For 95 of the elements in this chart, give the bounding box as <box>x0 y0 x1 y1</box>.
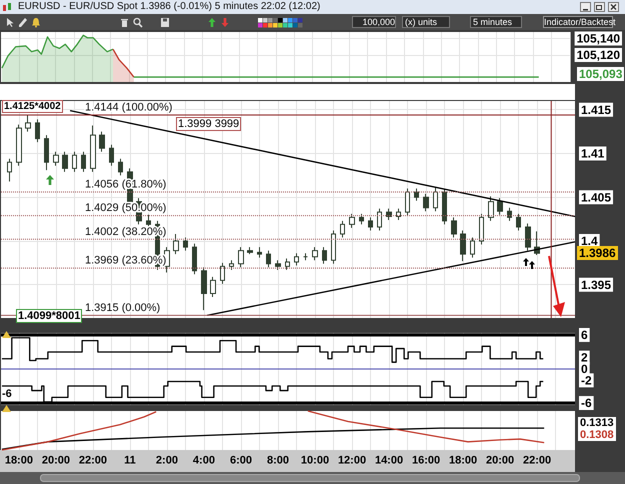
candlestick <box>183 237 188 252</box>
candlestick <box>146 214 151 228</box>
candlestick <box>488 196 494 222</box>
candlestick <box>247 246 253 255</box>
y-tick-label: 2 <box>581 350 588 365</box>
x-tick-label: 11 <box>124 454 136 466</box>
ref-line-label: 1.3915 (0.00%) <box>85 302 160 314</box>
x-tick-label: 2:00 <box>156 454 178 466</box>
text: 105,093 <box>577 67 624 81</box>
x-tick-label: 14:00 <box>374 454 404 466</box>
candlestick <box>220 262 225 284</box>
candlestick <box>303 252 308 261</box>
candlestick <box>44 134 49 171</box>
y-tick-label: -6 <box>581 396 592 410</box>
candlestick <box>322 246 327 264</box>
candlestick <box>525 223 531 252</box>
y-tick-label: 105,140 <box>576 32 620 46</box>
text: 0.1313 <box>578 417 616 429</box>
candlestick <box>451 216 457 238</box>
annotation: 1.3986 <box>577 246 618 260</box>
candlestick <box>201 266 207 311</box>
candlestick <box>35 118 40 143</box>
candlestick <box>53 151 59 166</box>
x-tick-label: 12:00 <box>338 454 366 466</box>
candlestick <box>349 213 355 228</box>
candlestick <box>312 246 318 261</box>
text: 0.1308 <box>578 429 616 441</box>
x-tick-label: 22:00 <box>78 454 107 466</box>
candlestick <box>340 220 345 238</box>
annotation: 1.4099*8001 <box>16 309 82 323</box>
candlestick <box>25 114 31 132</box>
candlestick <box>90 125 96 172</box>
candlestick <box>99 131 105 152</box>
candlestick <box>359 213 364 225</box>
candlestick <box>257 246 262 258</box>
x-tick-label: 22:00 <box>522 454 552 466</box>
text: (x) units <box>402 16 450 28</box>
candlestick <box>497 198 503 216</box>
candlestick <box>414 188 419 202</box>
candlestick <box>507 207 512 222</box>
y-tick-label: 0 <box>581 362 588 376</box>
y-tick-label: 1.415 <box>581 102 612 117</box>
candlestick <box>118 158 123 176</box>
y-tick-label: 1.395 <box>581 278 612 292</box>
text: 100,000 <box>352 16 396 28</box>
y-tick-label: 1.405 <box>581 190 612 204</box>
candlestick <box>470 237 475 258</box>
y-tick-label: 1.4 <box>581 234 598 248</box>
candlestick <box>479 213 484 245</box>
y-tick-label: 1.41 <box>581 146 605 160</box>
candlestick <box>266 250 271 268</box>
x-tick-label: 4:00 <box>192 454 215 466</box>
candlestick <box>229 260 234 270</box>
text: Indicator/Backtest <box>543 16 616 28</box>
candlestick <box>238 246 244 268</box>
candlestick <box>294 252 299 266</box>
candlestick <box>173 234 179 255</box>
text: 5 minutes <box>470 16 522 28</box>
y-tick-label: 105,120 <box>576 48 620 62</box>
candlestick <box>72 151 77 172</box>
x-tick-label: 20:00 <box>42 454 70 466</box>
chart-title: EURUSD - EUR/USD Spot 1.3986 (-0.01%) 5 minutes 22:02 (12:02) <box>18 1 320 12</box>
x-tick-label: 16:00 <box>412 454 440 466</box>
candlestick <box>368 216 373 231</box>
candlestick <box>275 260 281 270</box>
candlestick <box>460 230 466 262</box>
candlestick <box>7 158 12 182</box>
x-tick-label: 18:00 <box>4 454 33 466</box>
candlestick <box>16 124 22 166</box>
candlestick <box>516 213 521 231</box>
candlestick <box>396 208 401 220</box>
x-tick-label: 8:00 <box>266 454 289 466</box>
x-tick-label: 10:00 <box>300 454 330 466</box>
annotation: -6 <box>2 388 12 400</box>
candlestick <box>210 276 216 298</box>
candlestick <box>433 187 438 212</box>
candlestick <box>62 151 68 172</box>
candlestick <box>331 230 336 264</box>
annotation: 1.3999 3999 <box>176 117 242 131</box>
candlestick <box>442 188 447 225</box>
candlestick <box>192 243 197 275</box>
y-tick-label: -2 <box>581 373 592 388</box>
x-tick-label: 18:00 <box>448 454 478 466</box>
candlestick <box>405 188 410 216</box>
annotation: 1.4125*4002 <box>2 100 63 113</box>
candlestick <box>423 193 429 212</box>
y-tick-label: 6 <box>581 328 588 342</box>
candlestick <box>109 144 114 166</box>
ref-line-label: 1.4144 (100.00%) <box>85 102 172 114</box>
candlestick <box>81 151 86 172</box>
candlestick <box>377 208 382 231</box>
x-tick-label: 6:00 <box>230 454 252 466</box>
candlestick <box>285 258 290 270</box>
candlestick <box>386 208 392 220</box>
x-tick-label: 20:00 <box>486 454 514 466</box>
